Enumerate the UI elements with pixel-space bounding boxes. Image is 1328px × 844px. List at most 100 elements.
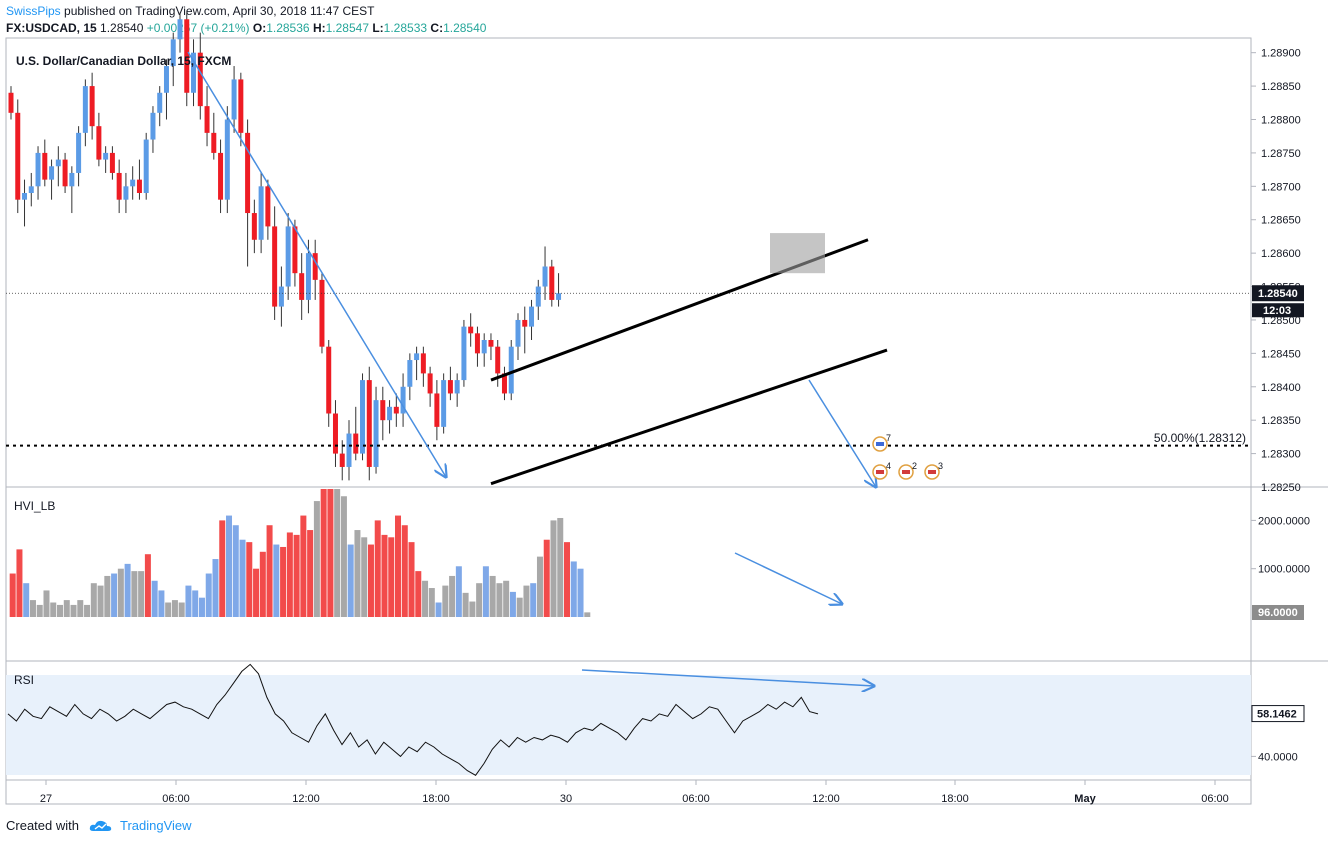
- rsi-line: [7, 663, 819, 776]
- candle-body: [454, 380, 460, 394]
- hvi-pane[interactable]: [9, 489, 591, 617]
- hvi-bar: [395, 515, 402, 617]
- hvi-bar: [476, 583, 483, 617]
- hvi-bar: [232, 525, 239, 617]
- hvi-bar: [138, 571, 145, 617]
- candle-body: [123, 186, 129, 200]
- tradingview-link[interactable]: TradingView: [120, 818, 192, 833]
- hvi-bar: [178, 602, 185, 617]
- highlight-box: [770, 233, 825, 274]
- hvi-bar: [266, 525, 273, 617]
- hvi-bar: [313, 501, 320, 617]
- hvi-title: HVI_LB: [14, 499, 55, 513]
- price-change: +0.00267 (+0.21%): [146, 21, 250, 35]
- candle-body: [400, 386, 406, 414]
- hvi-bar: [374, 520, 381, 617]
- hvi-bar: [482, 566, 489, 617]
- hvi-bar: [523, 585, 530, 617]
- candle-body: [556, 293, 562, 300]
- candle-body: [407, 360, 413, 387]
- price-tick-label: 1.28750: [1261, 148, 1301, 160]
- candle-body: [238, 79, 244, 133]
- hvi-bar: [516, 597, 523, 617]
- hvi-bar: [354, 530, 361, 617]
- candle-body: [258, 186, 264, 240]
- close-label: C:: [430, 21, 444, 35]
- rsi-tick-label: 40.0000: [1258, 751, 1298, 763]
- candle-body: [204, 106, 210, 133]
- hvi-bar: [550, 520, 557, 617]
- hvi-bar: [320, 489, 327, 617]
- hvi-bar: [327, 489, 334, 617]
- time-tick-label: 30: [560, 793, 572, 805]
- hvi-bar: [104, 575, 111, 617]
- price-tick-label: 1.28500: [1261, 315, 1301, 327]
- hvi-bar: [70, 604, 77, 617]
- hvi-bar: [9, 573, 16, 617]
- hvi-bar: [259, 551, 266, 617]
- projection-arrow: [808, 379, 876, 487]
- hvi-bar: [246, 542, 253, 617]
- price-tick-label: 1.28250: [1261, 482, 1301, 494]
- hvi-bar: [117, 568, 124, 617]
- hvi-tick-label: 1000.0000: [1258, 564, 1310, 576]
- low-value: 1.28533: [383, 21, 428, 35]
- time-tick-label: 06:00: [162, 793, 190, 805]
- price-tick-label: 1.28700: [1261, 181, 1301, 193]
- hvi-bar: [239, 539, 246, 617]
- tradingview-cloud-icon: [89, 820, 111, 831]
- candle-body: [535, 286, 541, 307]
- candle-body: [319, 279, 325, 347]
- candle-body: [312, 253, 318, 280]
- candle-body: [251, 213, 257, 240]
- hvi-bar: [469, 601, 476, 617]
- candle-body: [109, 152, 115, 173]
- time-tick-label: 06:00: [1201, 793, 1229, 805]
- publisher-name[interactable]: SwissPips: [6, 4, 61, 18]
- candle-body: [434, 393, 440, 427]
- candle-body: [143, 139, 149, 193]
- candle-body: [353, 433, 359, 454]
- hvi-bar: [503, 580, 510, 617]
- fib-label: 50.00%(1.28312): [1154, 431, 1246, 445]
- candle-body: [420, 353, 426, 374]
- published-text: published on TradingView.com, April 30, …: [64, 4, 375, 18]
- hvi-bar: [219, 520, 226, 617]
- event-count-label: 7: [886, 433, 891, 443]
- candle-body: [177, 19, 183, 40]
- hvi-bar: [212, 559, 219, 617]
- hvi-bar: [557, 517, 564, 617]
- hvi-bar: [23, 583, 30, 617]
- hvi-bar: [367, 544, 374, 617]
- candle-body: [515, 319, 521, 347]
- candle-body: [272, 226, 278, 307]
- candle-body: [393, 406, 399, 414]
- candle-body: [76, 132, 82, 173]
- event-count-label: 3: [938, 461, 943, 471]
- hvi-bar: [307, 530, 314, 617]
- candle-body: [191, 52, 197, 93]
- hvi-bar: [564, 542, 571, 617]
- hvi-bar: [449, 575, 456, 617]
- rsi-band: [6, 675, 1251, 775]
- price-tick-label: 1.28850: [1261, 81, 1301, 93]
- high-label: H:: [312, 21, 326, 35]
- created-with-text: Created with: [6, 818, 79, 833]
- price-pane[interactable]: [6, 12, 1251, 481]
- rsi-pane[interactable]: [7, 663, 819, 776]
- hvi-bar: [144, 554, 151, 617]
- hvi-bar: [226, 515, 233, 617]
- hvi-bar: [63, 600, 70, 617]
- hvi-tick-label: 2000.0000: [1258, 515, 1310, 527]
- hvi-bar: [286, 532, 293, 617]
- ohlc-line: FX:USDCAD, 15 1.28540 +0.00267 (+0.21%) …: [6, 21, 486, 35]
- time-tick-label: 06:00: [682, 793, 710, 805]
- hvi-bar: [97, 585, 104, 617]
- time-tick-label: 18:00: [422, 793, 450, 805]
- hvi-bar: [280, 546, 287, 617]
- hvi-bar: [455, 566, 462, 617]
- annotations[interactable]: 7 4 2 3: [6, 51, 1251, 686]
- price-tick-label: 1.28450: [1261, 348, 1301, 360]
- hvi-bar: [36, 604, 43, 617]
